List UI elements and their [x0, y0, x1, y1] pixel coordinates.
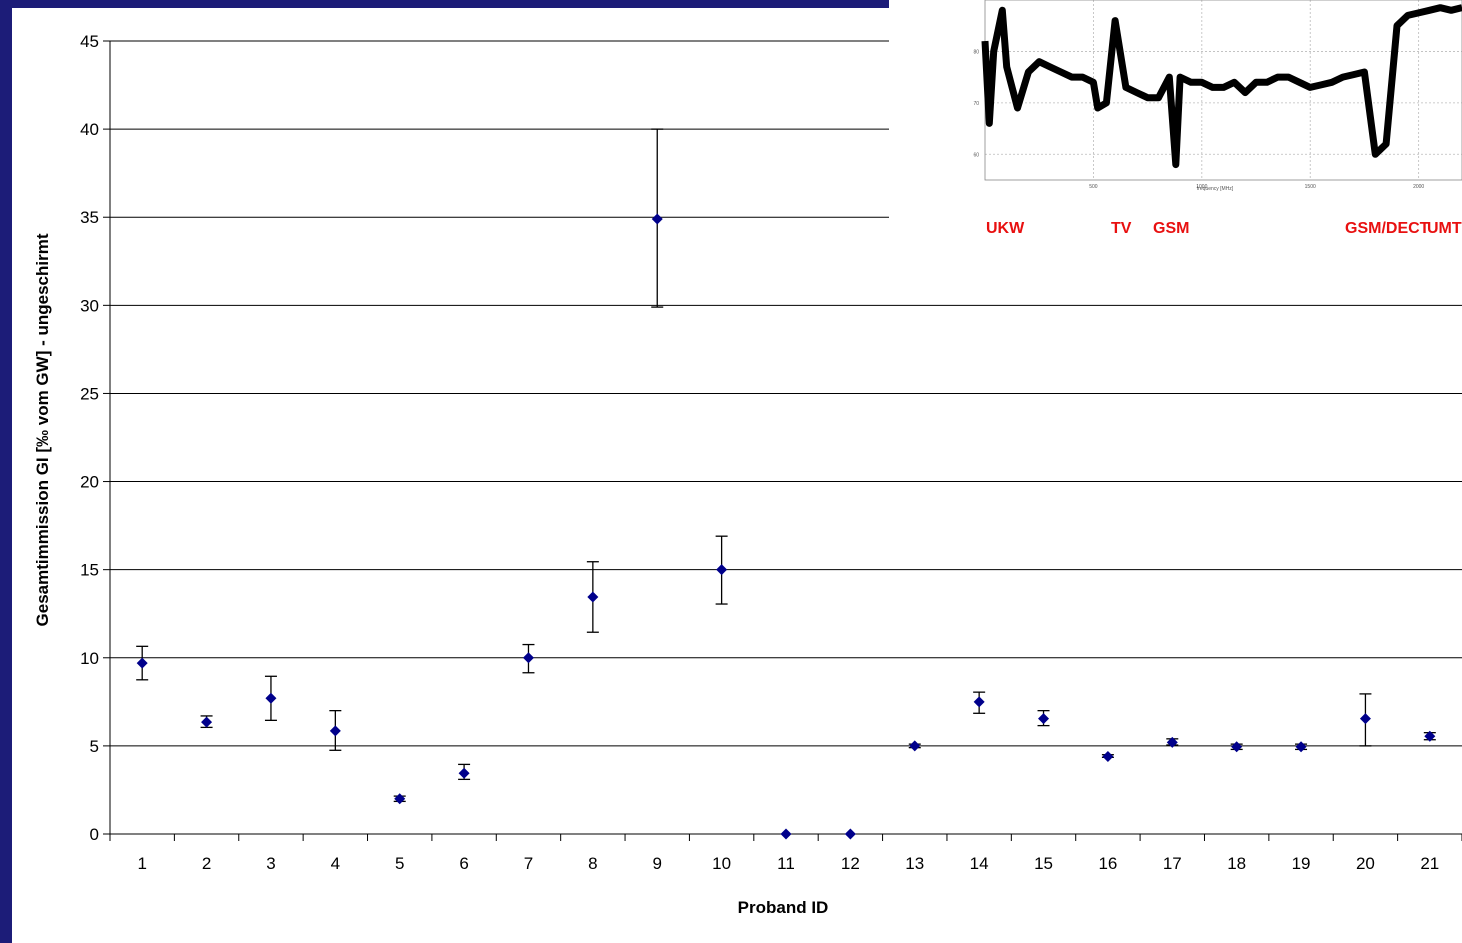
y-tick-label-8: 40	[80, 120, 99, 139]
y-tick-label-4: 20	[80, 473, 99, 492]
x-tick-label-4: 4	[331, 854, 340, 873]
spectrum-x-axis-title: frequency [MHz]	[1197, 186, 1234, 192]
data-point-3	[265, 692, 277, 704]
data-point-10	[716, 564, 728, 576]
y-tick-label-9: 45	[80, 32, 99, 51]
data-point-14	[973, 696, 985, 708]
data-point-17	[1166, 736, 1178, 748]
data-point-11	[780, 828, 792, 840]
x-tick-label-20: 20	[1356, 854, 1375, 873]
y-tick-label-6: 30	[80, 296, 99, 315]
data-point-21	[1424, 730, 1436, 742]
data-point-18	[1231, 741, 1243, 753]
spectrum-line	[981, 4, 1462, 169]
data-point-7	[522, 652, 534, 664]
x-tick-label-21: 21	[1420, 854, 1439, 873]
y-tick-labels: 0 5 10 15 20 25 30 35 40 45	[80, 32, 99, 844]
x-tick-labels: 1 2 3 4 5 6 7 8 9 10 11 12 13 14 15 16 17 18 19 20 21	[137, 854, 1439, 873]
data-point-8	[587, 591, 599, 603]
x-tick-label-8: 8	[588, 854, 597, 873]
x-tick-label-9: 9	[653, 854, 662, 873]
y-tick-label-1: 5	[90, 737, 99, 756]
x-tick-label-3: 3	[266, 854, 275, 873]
x-tick-label-7: 7	[524, 854, 533, 873]
y-tick-label-5: 25	[80, 384, 99, 403]
x-tick-label-1: 1	[137, 854, 146, 873]
x-tick-label-17: 17	[1163, 854, 1182, 873]
data-point-2	[201, 716, 213, 728]
y-tick-label-2: 10	[80, 649, 99, 668]
data-point-1	[136, 657, 148, 669]
y-tick-label-3: 15	[80, 561, 99, 580]
band-label-ukw: UKW	[986, 220, 1025, 237]
spectrum-x-tick-label-2: 1500	[1305, 184, 1316, 190]
spectrum-y-tick-label-0: 60	[973, 152, 979, 158]
x-tick-label-10: 10	[712, 854, 731, 873]
y-tick-label-0: 0	[90, 825, 99, 844]
data-points	[136, 213, 1436, 840]
band-label-gsm-dect: GSM/DECT	[1345, 220, 1430, 237]
x-tick-label-15: 15	[1034, 854, 1053, 873]
data-point-20	[1359, 713, 1371, 725]
spectrum-x-tick-label-1: 1000	[1196, 184, 1207, 190]
data-point-12	[844, 828, 856, 840]
spectrum-y-tick-label-1: 70	[973, 101, 979, 107]
data-point-19	[1295, 741, 1307, 753]
data-point-5	[394, 793, 406, 805]
data-point-13	[909, 740, 921, 752]
spectrum-x-tick-label-0: 500	[1089, 184, 1098, 190]
x-tick-label-16: 16	[1098, 854, 1117, 873]
spectrum-y-tick-label-2: 80	[973, 49, 979, 55]
x-tick-label-6: 6	[459, 854, 468, 873]
data-point-4	[329, 725, 341, 737]
x-tick-label-11: 11	[777, 854, 795, 873]
x-tick-label-13: 13	[905, 854, 924, 873]
spectrum-plot: 60 70 80 500 1000 1500 2000 frequency [MHz]	[973, 0, 1462, 192]
x-tick-label-14: 14	[970, 854, 989, 873]
y-tick-label-7: 35	[80, 208, 99, 227]
band-label-umts: UMTS	[1427, 220, 1462, 237]
data-point-16	[1102, 750, 1114, 762]
frequency-spectrum-inset: 60 70 80 500 1000 1500 2000 frequency [MHz] UK…	[889, 0, 1462, 238]
x-tick-label-18: 18	[1227, 854, 1246, 873]
data-point-6	[458, 767, 470, 779]
spectrum-tick-labels: 60 70 80 500 1000 1500 2000	[973, 49, 1424, 190]
band-label-gsm: GSM	[1153, 220, 1190, 237]
y-axis-title: Gesamtimmission GI [‰ vom GW] - ungeschi…	[33, 233, 52, 626]
x-axis-title: Proband ID	[738, 898, 829, 917]
x-tick-label-19: 19	[1292, 854, 1311, 873]
x-tick-label-5: 5	[395, 854, 404, 873]
spectrum-x-tick-label-3: 2000	[1413, 184, 1424, 190]
data-point-15	[1038, 713, 1050, 725]
x-tick-label-12: 12	[841, 854, 860, 873]
band-label-tv: TV	[1111, 220, 1132, 237]
data-point-9	[651, 213, 663, 225]
x-tick-label-2: 2	[202, 854, 211, 873]
